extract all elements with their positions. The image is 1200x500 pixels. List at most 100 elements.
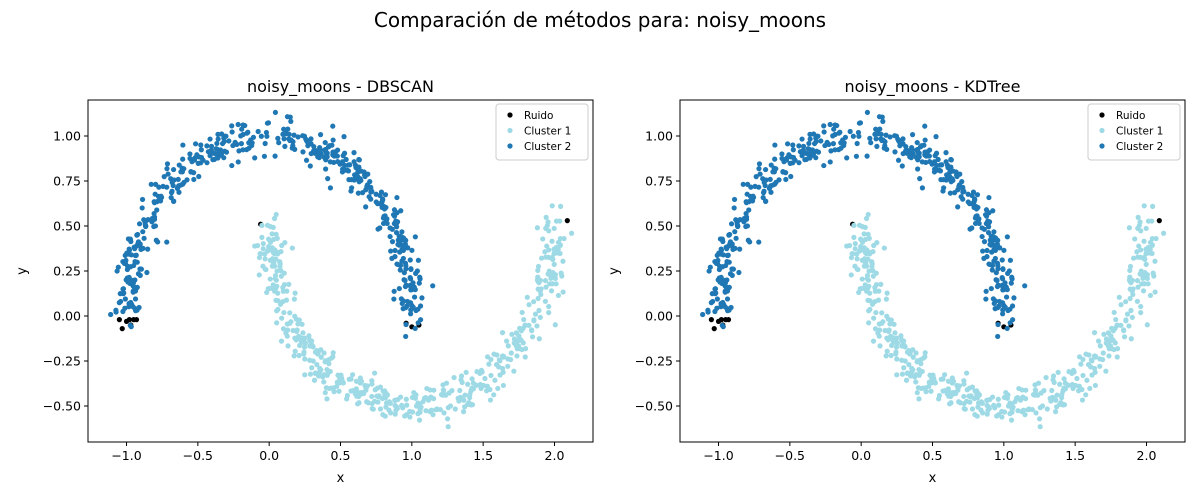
scatter-point	[1032, 382, 1038, 388]
scatter-point	[555, 292, 562, 299]
scatter-point	[215, 131, 221, 137]
scatter-point	[730, 266, 737, 272]
scatter-point	[326, 143, 333, 149]
scatter-point	[727, 231, 733, 238]
scatter-point	[259, 234, 265, 240]
scatter-point	[546, 309, 552, 316]
scatter-point	[887, 321, 893, 327]
scatter-point	[536, 336, 542, 342]
scatter-point	[1140, 255, 1146, 261]
scatter-point	[369, 406, 375, 412]
scatter-point	[394, 405, 400, 412]
y-tick-label: 0.50	[53, 219, 81, 234]
scatter-point	[428, 407, 434, 413]
scatter-point	[916, 372, 922, 378]
scatter-point	[149, 215, 155, 222]
scatter-point	[328, 385, 334, 391]
scatter-point	[193, 141, 199, 147]
scatter-point	[859, 239, 866, 245]
scatter-point	[534, 323, 540, 329]
scatter-point	[276, 140, 282, 146]
scatter-point	[288, 137, 294, 143]
scatter-point	[728, 221, 735, 227]
scatter-point	[441, 410, 447, 416]
scatter-point	[859, 276, 865, 282]
scatter-point	[1037, 424, 1043, 430]
scatter-point	[719, 322, 725, 328]
legend-marker	[1099, 127, 1105, 134]
scatter-point	[903, 377, 910, 383]
scatter-point	[415, 320, 421, 326]
scatter-point	[970, 189, 977, 195]
scatter-point	[256, 272, 262, 278]
scatter-point	[772, 156, 778, 162]
scatter-point	[858, 246, 864, 252]
scatter-point	[787, 160, 793, 166]
scatter-point	[531, 299, 537, 305]
scatter-point	[357, 176, 363, 182]
scatter-point	[877, 126, 883, 132]
scatter-point	[718, 246, 724, 252]
scatter-point	[880, 118, 886, 124]
scatter-point	[1057, 381, 1063, 387]
scatter-point	[1105, 343, 1111, 349]
scatter-point	[411, 284, 417, 290]
scatter-point	[505, 343, 511, 349]
scatter-point	[1050, 377, 1056, 383]
scatter-point	[303, 136, 309, 142]
scatter-point	[358, 378, 365, 384]
scatter-point	[327, 368, 333, 375]
series-cluster-2	[108, 109, 436, 340]
scatter-point	[832, 147, 838, 153]
scatter-point	[813, 155, 819, 161]
scatter-point	[978, 407, 984, 413]
scatter-point	[204, 160, 210, 166]
scatter-point	[317, 365, 323, 372]
scatter-point	[995, 333, 1001, 340]
scatter-point	[1145, 281, 1151, 287]
scatter-point	[191, 157, 198, 163]
scatter-point	[859, 224, 866, 230]
scatter-point	[909, 369, 915, 375]
scatter-point	[974, 395, 981, 401]
scatter-point	[1114, 354, 1120, 360]
scatter-point	[1138, 247, 1144, 253]
scatter-point	[252, 243, 258, 249]
scatter-point	[130, 304, 136, 310]
scatter-point	[300, 133, 306, 139]
scatter-point	[407, 257, 413, 263]
scatter-point	[499, 330, 506, 336]
scatter-point	[1029, 406, 1035, 413]
scatter-point	[830, 141, 837, 147]
scatter-point	[872, 131, 878, 137]
scatter-point	[821, 162, 827, 169]
scatter-point	[864, 247, 870, 253]
scatter-point	[130, 288, 136, 294]
scatter-point	[824, 139, 830, 145]
x-tick-label: 0.5	[923, 448, 943, 463]
scatter-point	[324, 372, 330, 378]
scatter-point	[1087, 385, 1093, 392]
scatter-point	[411, 390, 417, 396]
scatter-point	[121, 290, 127, 296]
scatter-point	[861, 231, 867, 237]
scatter-point	[207, 136, 213, 142]
scatter-point	[756, 166, 762, 172]
scatter-point	[511, 368, 517, 374]
scatter-point	[883, 296, 889, 302]
scatter-point	[943, 150, 949, 156]
scatter-point	[367, 179, 373, 185]
scatter-point	[340, 380, 346, 386]
scatter-point	[543, 214, 549, 220]
scatter-point	[932, 153, 938, 159]
scatter-point	[1007, 400, 1013, 406]
scatter-point	[441, 387, 447, 393]
scatter-point	[913, 379, 919, 385]
scatter-point	[837, 129, 843, 135]
scatter-point	[229, 129, 235, 135]
scatter-point	[504, 338, 510, 344]
scatter-point	[1055, 369, 1061, 375]
scatter-point	[1003, 390, 1009, 396]
scatter-point	[116, 317, 122, 323]
